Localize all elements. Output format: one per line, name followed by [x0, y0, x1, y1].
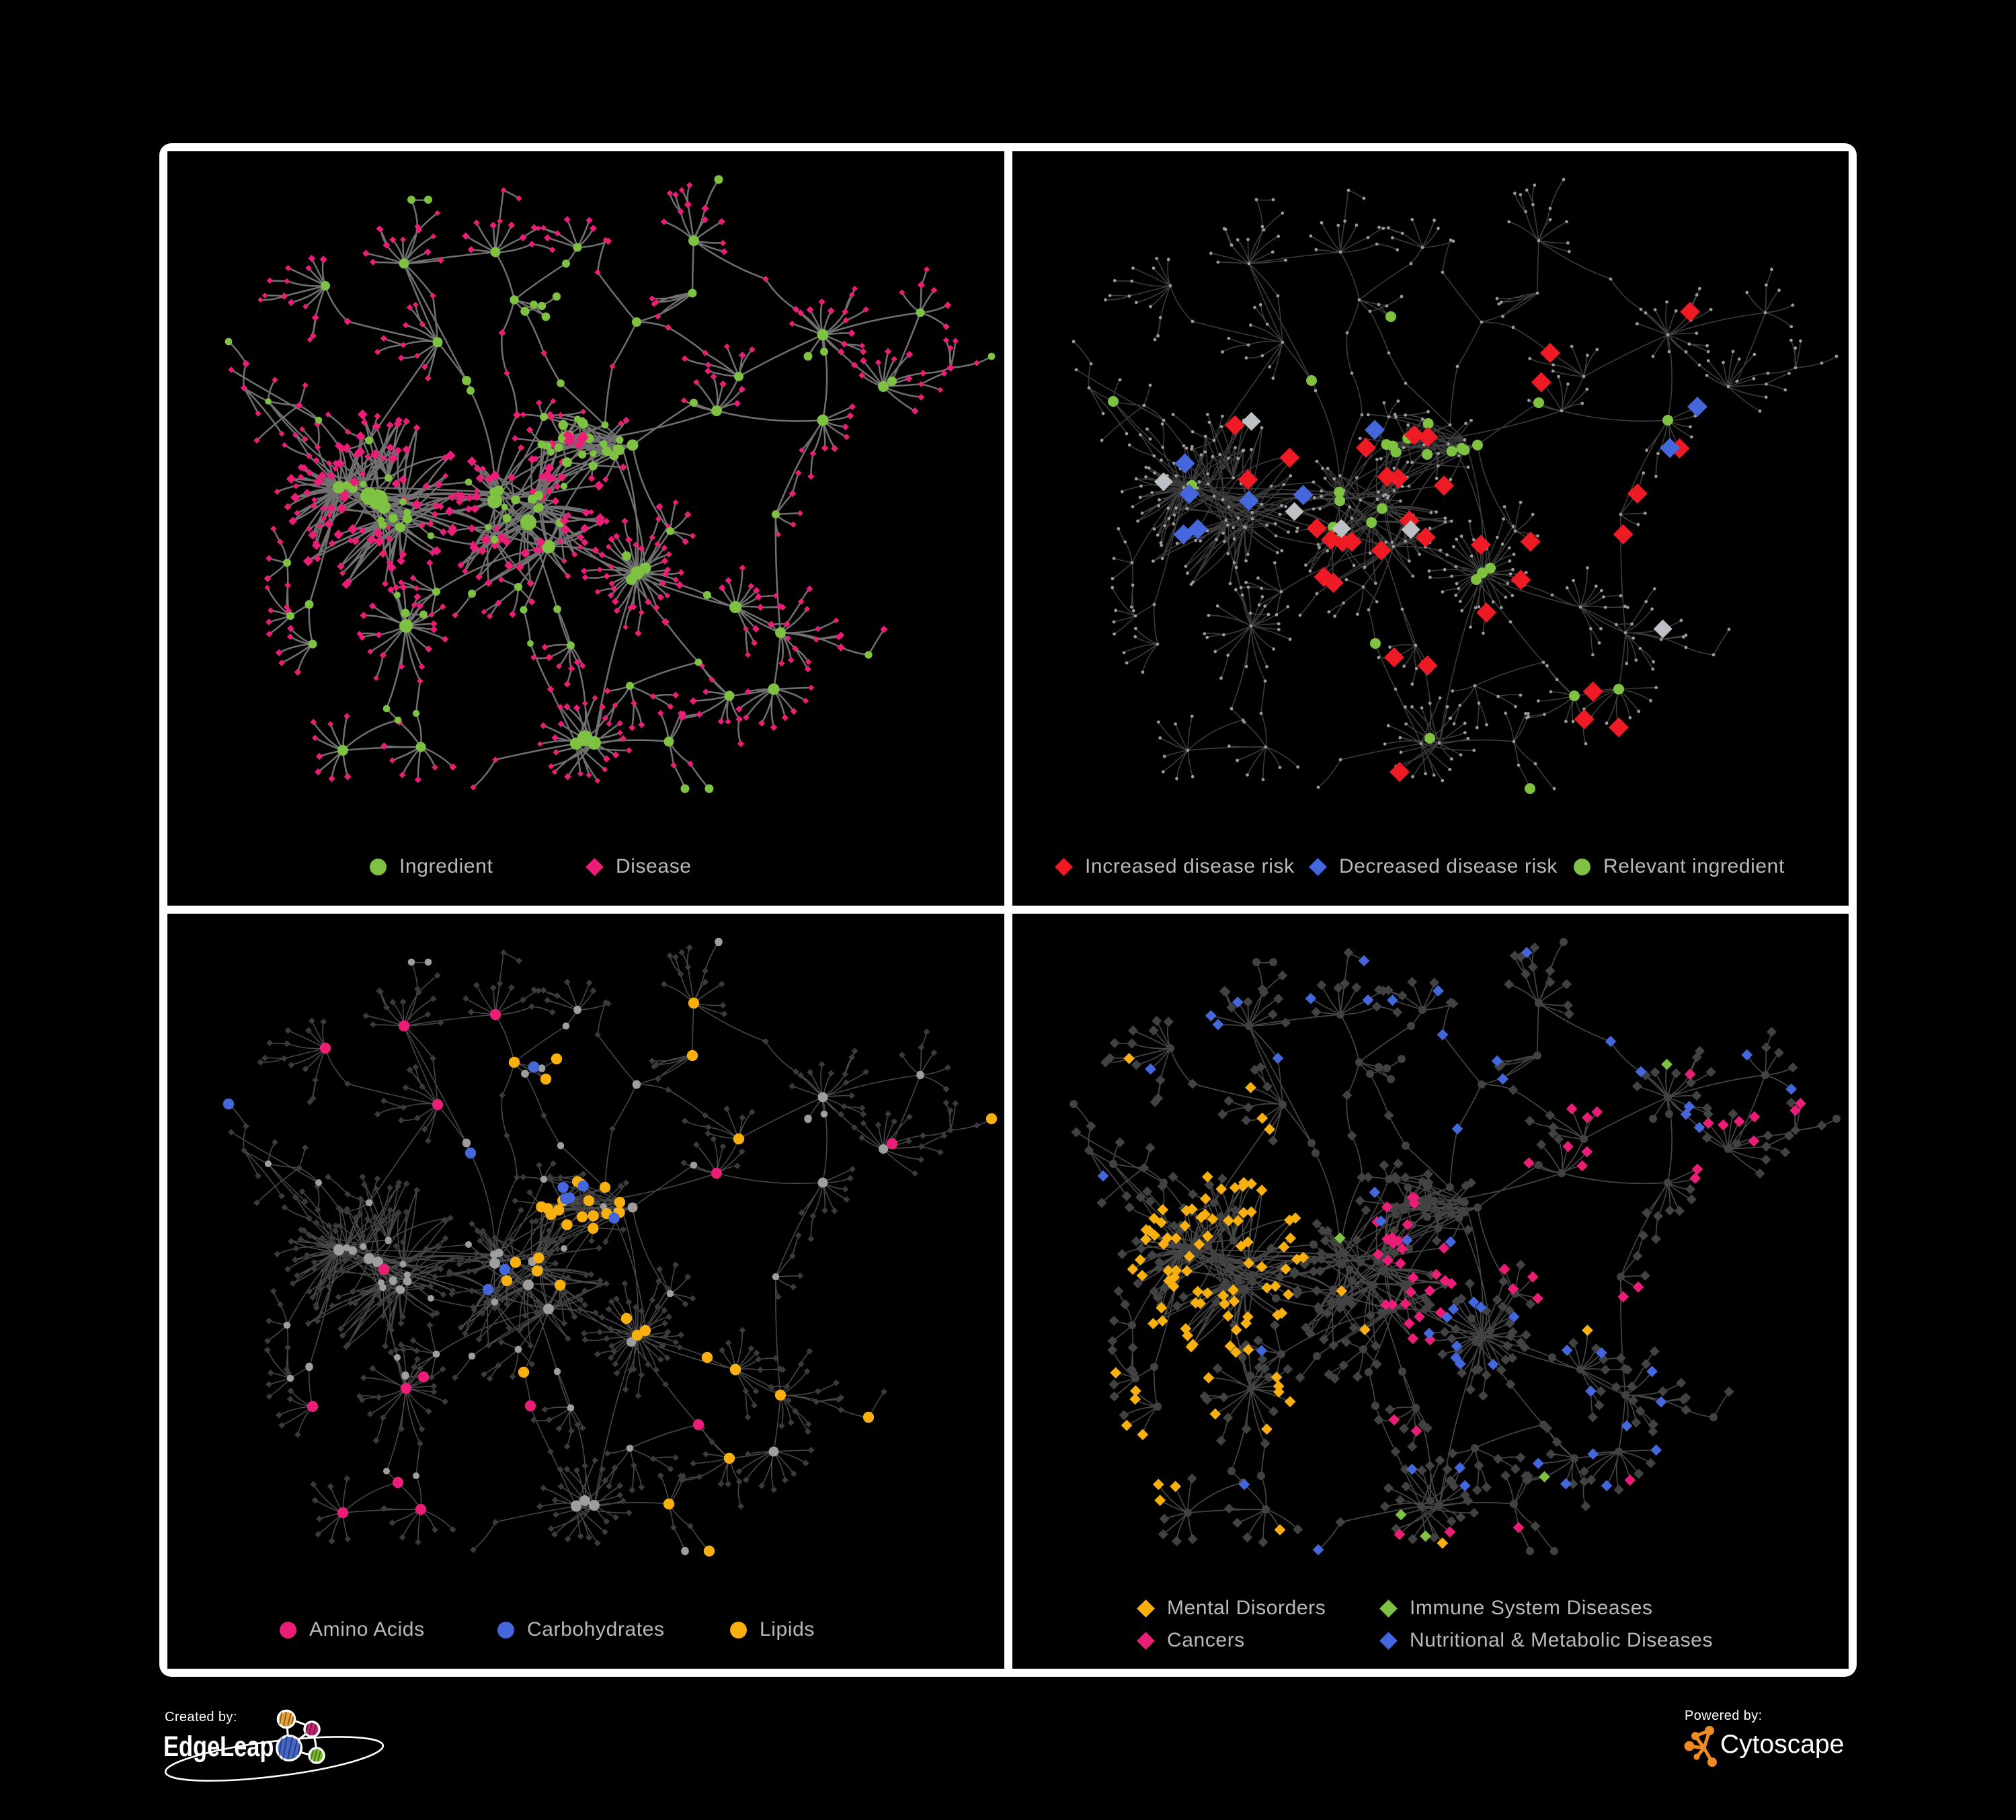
- highlight-layer-increased: [1225, 301, 1701, 783]
- legend-circle-icon: [497, 1621, 514, 1638]
- network-svg-4: [1070, 938, 1841, 1556]
- legend-4-item-0: Mental Disorders: [1137, 1597, 1326, 1620]
- legend-label: Nutritional & Metabolic Diseases: [1410, 1629, 1713, 1651]
- legend-4-item-3: Nutritional & Metabolic Diseases: [1379, 1629, 1713, 1652]
- edgeleap-brand: EdgeLeap: [163, 1731, 274, 1763]
- legend-circle-icon: [280, 1621, 296, 1638]
- legend-3-item-1: Carbohydrates: [497, 1618, 665, 1641]
- legend-label: Disease: [616, 855, 692, 877]
- cytoscape-logo-icon: [1684, 1726, 1717, 1767]
- panel-ingredient-disease: Ingredient Disease: [167, 151, 1004, 906]
- legend-4-item-2: Cancers: [1137, 1629, 1245, 1652]
- legend-label: Increased disease risk: [1085, 855, 1295, 877]
- legend-label: Mental Disorders: [1167, 1597, 1326, 1619]
- legend-2-item-1: Decreased disease risk: [1309, 855, 1558, 878]
- legend-label: Decreased disease risk: [1339, 855, 1558, 877]
- legend-diamond-icon: [1055, 857, 1073, 876]
- edges-layer: [228, 941, 992, 1552]
- legend-1-item-0: Ingredient: [370, 855, 493, 878]
- legend-label: Immune System Diseases: [1410, 1597, 1653, 1619]
- legend-diamond-icon: [1379, 1599, 1398, 1618]
- panel-disease-classes: Mental Disorders Immune System Diseases Ca…: [1012, 914, 1849, 1669]
- highlight-layer-lipid: [501, 997, 998, 1557]
- legend-2-item-2: Relevant ingredient: [1574, 855, 1785, 878]
- cytoscape-brand: Cytoscape: [1720, 1730, 1845, 1759]
- legend-2-item-0: Increased disease risk: [1055, 855, 1295, 878]
- legend-1-item-1: Disease: [586, 855, 692, 878]
- legend-label: Ingredient: [399, 855, 493, 877]
- legend-label: Amino Acids: [309, 1618, 425, 1640]
- panel-grid: Ingredient Disease Increased disease risk…: [159, 143, 1857, 1677]
- legend-label: Lipids: [760, 1618, 815, 1640]
- legend-diamond-icon: [1137, 1631, 1155, 1650]
- legend-4-item-1: Immune System Diseases: [1379, 1597, 1653, 1620]
- legend-3-item-2: Lipids: [730, 1618, 815, 1641]
- network-svg-1: [225, 175, 996, 793]
- panel-nutrient-classes: Amino Acids Carbohydrates Lipids: [167, 914, 1004, 1669]
- highlight-layer-neutral: [1154, 411, 1672, 639]
- network-svg-2: [1072, 177, 1839, 794]
- legend-diamond-icon: [1137, 1599, 1155, 1618]
- network-svg-3: [223, 937, 998, 1557]
- panel-disease-risk: Increased disease risk Decreased disease …: [1012, 151, 1849, 906]
- legend-diamond-icon: [1379, 1631, 1398, 1650]
- legend-circle-icon: [1574, 858, 1590, 875]
- legend-label: Relevant ingredient: [1603, 855, 1785, 877]
- ingredient-nodes-layer: [225, 175, 996, 793]
- edgeleap-logo-icon: [164, 1709, 385, 1782]
- legend-circle-icon: [370, 858, 387, 875]
- legend-label: Carbohydrates: [527, 1618, 665, 1640]
- ingredient-nodes-layer: [225, 937, 995, 1556]
- powered-by-label: Powered by:: [1685, 1708, 1763, 1723]
- created-by-label: Created by:: [165, 1710, 237, 1725]
- legend-label: Cancers: [1167, 1629, 1245, 1651]
- legend-diamond-icon: [1309, 857, 1327, 876]
- highlight-layer-mental: [1110, 1053, 1593, 1549]
- legend-diamond-icon: [586, 857, 604, 876]
- legend-3-item-0: Amino Acids: [280, 1618, 425, 1641]
- legend-circle-icon: [730, 1621, 747, 1638]
- ingredient-nodes-layer: [1070, 938, 1841, 1555]
